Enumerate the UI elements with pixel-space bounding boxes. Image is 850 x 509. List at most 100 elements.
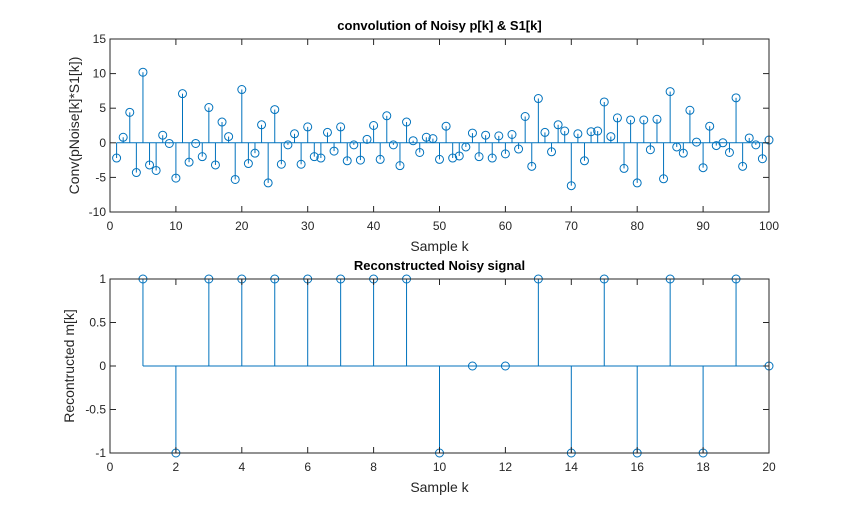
stem-marker	[171, 173, 181, 183]
stem-marker	[659, 174, 669, 184]
stem-marker	[467, 361, 477, 371]
stem-marker	[257, 120, 267, 130]
stem-marker	[382, 111, 392, 121]
stem-marker	[692, 137, 702, 147]
x-tick-label: 2	[173, 460, 180, 474]
stem-marker	[428, 134, 438, 144]
y-tick-label: 0	[99, 136, 106, 150]
x-tick-label: 90	[696, 219, 710, 233]
stem-marker	[138, 67, 148, 77]
ylabel-top: Conv(pNoise[k]*S1[k])	[66, 57, 82, 195]
stem-marker	[454, 151, 464, 161]
stem-marker	[322, 127, 332, 137]
stem-marker	[118, 132, 128, 142]
stem-marker	[579, 156, 589, 166]
stem-marker	[474, 152, 484, 162]
stem-marker	[151, 165, 161, 175]
stem-marker	[547, 147, 557, 157]
stem-marker	[612, 113, 622, 123]
stem-marker	[177, 89, 187, 99]
stem-marker	[290, 129, 300, 139]
x-tick-label: 14	[565, 460, 579, 474]
stem-marker	[309, 152, 319, 162]
stem-marker	[441, 121, 451, 131]
stems-top	[112, 67, 774, 191]
stem-marker	[744, 133, 754, 143]
title-top: convolution of Noisy p[k] & S1[k]	[337, 18, 541, 33]
y-tick-label: -5	[95, 170, 106, 184]
stem-marker	[349, 140, 359, 150]
x-tick-label: 0	[107, 460, 114, 474]
stem-marker	[145, 160, 155, 170]
x-tick-label: 10	[433, 460, 447, 474]
stem-marker	[645, 145, 655, 155]
stem-marker	[369, 121, 379, 130]
x-tick-label: 8	[370, 460, 377, 474]
stem-marker	[520, 112, 530, 122]
stem-marker	[626, 115, 636, 125]
stem-marker	[316, 153, 326, 163]
stem-marker	[533, 94, 543, 104]
stem-marker	[639, 115, 649, 125]
stem-marker	[481, 130, 491, 140]
x-tick-label: 16	[631, 460, 645, 474]
stem-marker	[678, 148, 688, 158]
stem-marker	[197, 152, 207, 162]
x-tick-label: 20	[235, 219, 249, 233]
x-tick-label: 18	[696, 460, 710, 474]
x-tick-label: 4	[238, 460, 245, 474]
stem-marker	[296, 159, 306, 169]
stem-marker	[125, 107, 135, 117]
stem-marker	[276, 159, 286, 169]
axes-top: 0 10 20 30 40 50 60 70 80 90 100 -10 -5 0 5 10 15 convol…	[66, 18, 779, 254]
stem-marker	[718, 138, 728, 148]
x-tick-label: 0	[107, 219, 114, 233]
stem-marker	[724, 147, 734, 157]
stem-marker	[527, 161, 537, 171]
xlabel-bottom: Sample k	[410, 479, 469, 495]
stem-marker	[237, 85, 247, 95]
stem-marker	[494, 131, 504, 141]
stem-marker	[421, 132, 431, 142]
y-tick-label: -1	[95, 446, 106, 460]
title-bottom: Reconstructed Noisy signal	[354, 258, 525, 273]
xlabel-top: Sample k	[410, 238, 469, 254]
stem-marker	[487, 153, 497, 163]
stem-marker	[270, 105, 280, 115]
stem-marker	[435, 154, 444, 164]
stem-marker	[415, 147, 425, 157]
x-tick-label: 10	[169, 219, 183, 233]
stem-marker	[243, 159, 253, 169]
stem-marker	[191, 138, 201, 148]
stem-marker	[158, 130, 168, 140]
stem-marker	[566, 181, 576, 191]
x-tick-label: 6	[304, 460, 311, 474]
stem-marker	[263, 178, 273, 188]
stem-marker	[672, 142, 682, 152]
stem-marker	[500, 361, 510, 371]
stem-marker	[336, 122, 346, 132]
stem-marker	[395, 161, 405, 171]
stem-marker	[540, 127, 550, 137]
stem-marker	[757, 154, 767, 164]
stem-marker	[342, 156, 352, 166]
stem-marker	[599, 97, 609, 107]
stem-marker	[461, 142, 471, 152]
stem-marker	[573, 129, 583, 139]
stem-marker	[283, 140, 293, 150]
stem-marker	[560, 126, 570, 136]
stem-marker	[586, 127, 596, 137]
ticks-top: 0 10 20 30 40 50 60 70 80 90 100 -10 -5 0 5 10 15	[89, 32, 780, 233]
stem-marker	[131, 168, 141, 178]
x-tick-label: 70	[565, 219, 579, 233]
stem-marker	[408, 136, 418, 146]
x-tick-label: 100	[759, 219, 779, 233]
stem-marker	[685, 105, 695, 115]
x-tick-label: 12	[499, 460, 513, 474]
stem-marker	[632, 178, 642, 188]
y-tick-label: 10	[93, 67, 107, 81]
stem-marker	[375, 154, 385, 164]
stem-marker	[738, 161, 748, 171]
x-tick-label: 30	[301, 219, 315, 233]
